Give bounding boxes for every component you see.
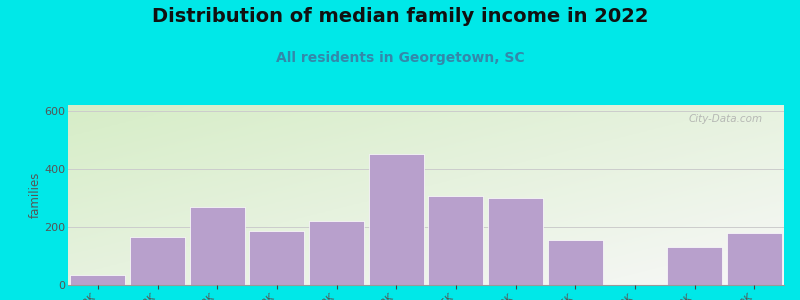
Bar	[250, 231, 304, 285]
Bar	[667, 247, 722, 285]
Bar	[190, 207, 245, 285]
Bar	[309, 221, 364, 285]
Bar	[369, 154, 424, 285]
Bar	[428, 196, 483, 285]
Bar	[548, 240, 602, 285]
Bar	[130, 237, 185, 285]
Text: City-Data.com: City-Data.com	[688, 114, 762, 124]
Bar	[488, 198, 543, 285]
Text: All residents in Georgetown, SC: All residents in Georgetown, SC	[276, 51, 524, 65]
Y-axis label: families: families	[28, 172, 42, 218]
Bar	[70, 275, 126, 285]
Text: Distribution of median family income in 2022: Distribution of median family income in …	[152, 8, 648, 26]
Bar	[726, 233, 782, 285]
